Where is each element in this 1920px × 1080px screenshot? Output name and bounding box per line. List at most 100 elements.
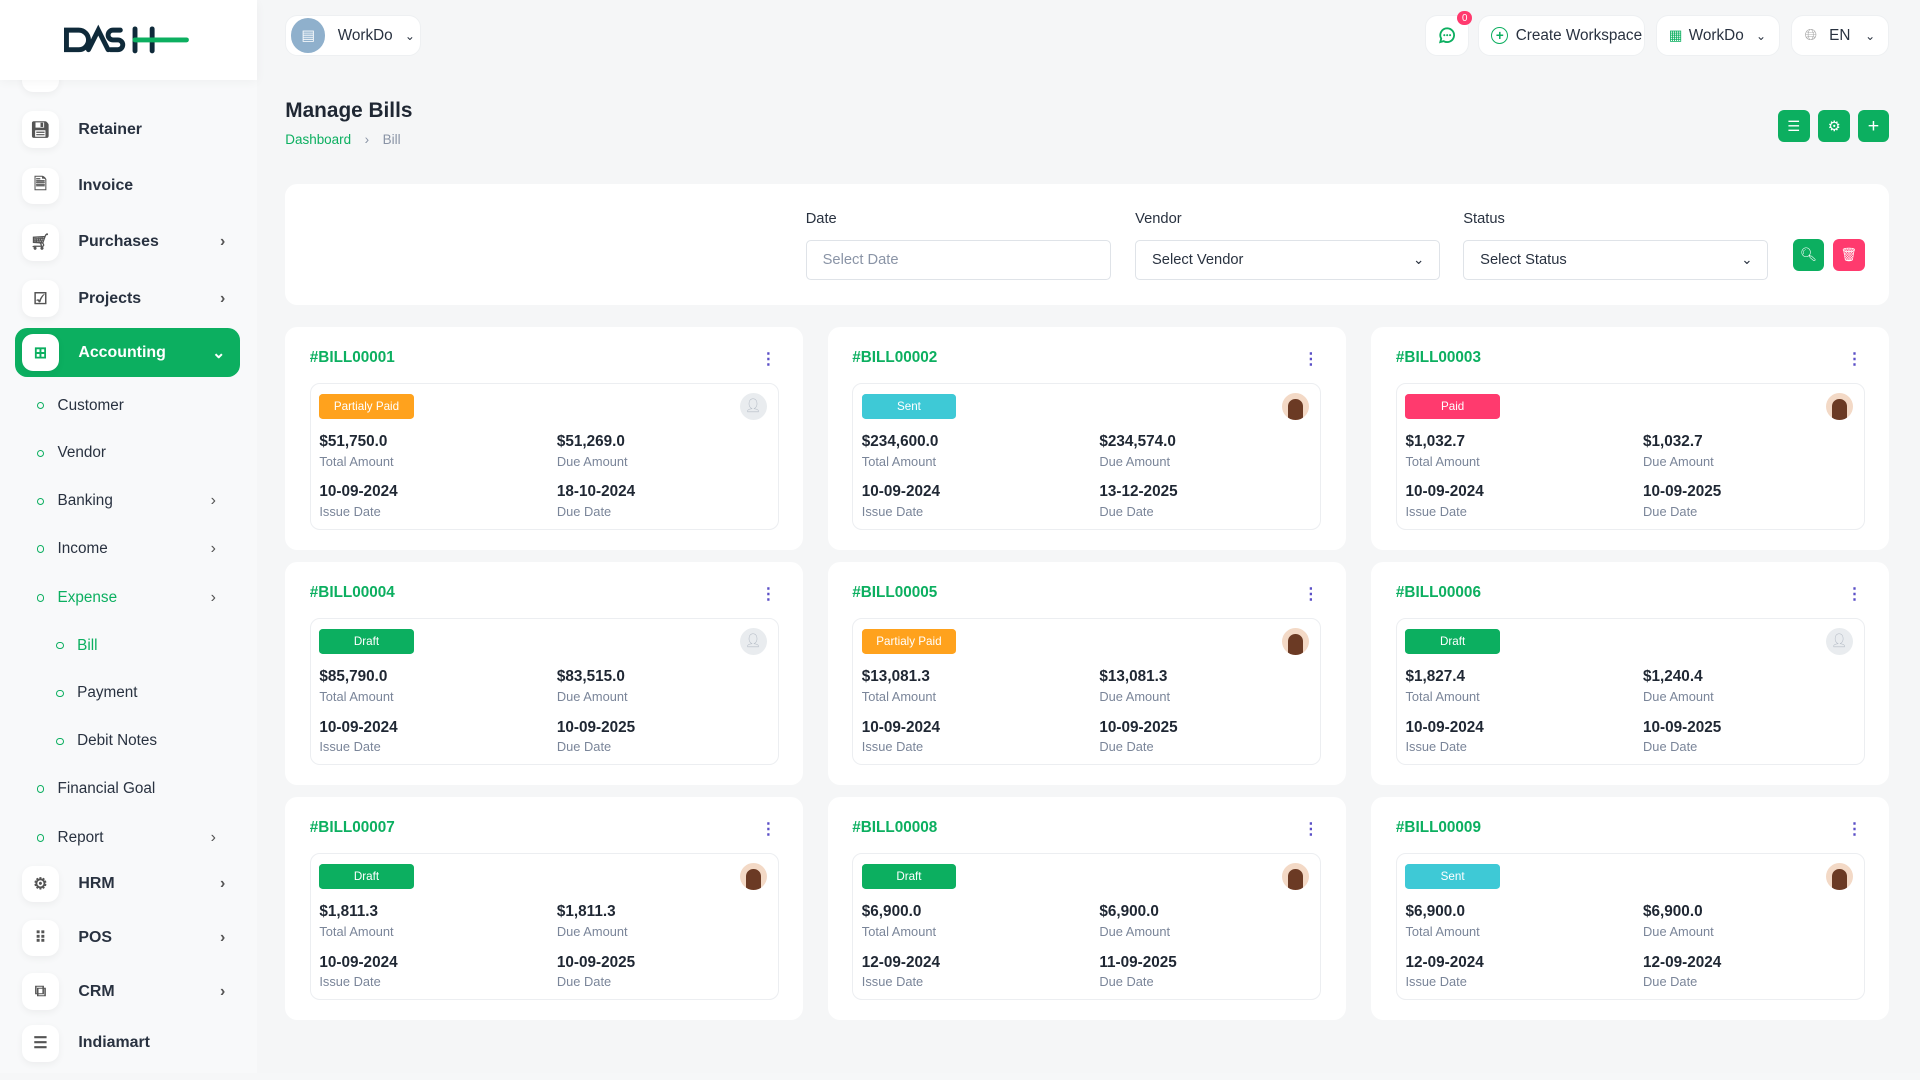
bill-id-link[interactable]: #BILL00004: [309, 584, 395, 602]
bill-id-link[interactable]: #BILL00009: [1395, 819, 1481, 837]
due-amount-value: $51,269.0: [556, 433, 625, 451]
sidebar-subitem-financial-goal[interactable]: Financial Goal: [36, 780, 233, 798]
sidebar-subitem-bill[interactable]: Bill: [56, 637, 98, 655]
sidebar-item-indiamart[interactable]: ☰ Indiamart: [15, 1019, 240, 1068]
status-badge: Partialy Paid: [861, 629, 957, 654]
list-icon: ☰: [1787, 118, 1801, 135]
sidebar-item-hrm[interactable]: ⚙ HRM ›: [15, 860, 240, 909]
subitem-label: Report: [57, 828, 104, 846]
more-vertical-icon[interactable]: ⋮: [760, 586, 777, 604]
sidebar-subitem-income[interactable]: Income ›: [36, 540, 233, 558]
sidebar-item-pos[interactable]: ⠿ POS ›: [15, 913, 240, 962]
sidebar-item-retainer[interactable]: 💾︎ Retainer: [15, 105, 240, 154]
issue-date-value: 10-09-2024: [861, 483, 941, 501]
gear-icon: ⚙: [1827, 118, 1841, 135]
more-vertical-icon[interactable]: ⋮: [760, 350, 777, 368]
sidebar-subitem-debit-notes[interactable]: Debit Notes: [56, 732, 157, 750]
add-bill-button[interactable]: +: [1857, 110, 1890, 143]
company-switcher[interactable]: ▦ WorkDo ⌄: [1655, 14, 1781, 57]
sidebar-item-label: Accounting: [78, 343, 166, 361]
vendor-select[interactable]: Select Vendor ⌄: [1135, 239, 1440, 281]
bill-id-link[interactable]: #BILL00005: [852, 584, 938, 602]
language-label: EN: [1829, 26, 1851, 44]
bill-details: Draft $6,900.0 Total Amount $6,900.0 Due…: [852, 853, 1322, 1001]
breadcrumb-separator-icon: ›: [364, 132, 370, 148]
more-vertical-icon[interactable]: ⋮: [760, 821, 777, 839]
sidebar-item-crm[interactable]: ⧉ CRM ›: [15, 967, 240, 1016]
issue-date-value: 10-09-2024: [1405, 718, 1484, 736]
issue-date-label: Issue Date: [861, 739, 924, 755]
sidebar-item-invoice[interactable]: 🗎 Invoice: [15, 162, 240, 211]
bullet-icon: [56, 642, 64, 650]
breadcrumb-dashboard[interactable]: Dashboard: [285, 132, 352, 148]
vendor-value: Select Vendor: [1152, 252, 1244, 269]
bill-id-link[interactable]: #BILL00008: [852, 819, 938, 837]
apps-icon: ▦: [1668, 28, 1683, 44]
due-date-label: Due Date: [556, 739, 612, 755]
bill-id-link[interactable]: #BILL00002: [852, 348, 938, 366]
sidebar-item-accounting[interactable]: ⊞ Accounting ⌄: [14, 328, 240, 378]
sidebar-subitem-expense[interactable]: Expense ›: [36, 588, 233, 607]
due-date-label: Due Date: [1643, 504, 1698, 520]
issue-date-label: Issue Date: [319, 739, 381, 755]
sidebar-item-label: CRM: [78, 982, 115, 1000]
bill-id-link[interactable]: #BILL00003: [1395, 348, 1481, 366]
bullet-icon: [36, 402, 45, 410]
sidebar-subitem-payment[interactable]: Payment: [56, 684, 138, 702]
messages-button[interactable]: 0: [1425, 10, 1473, 57]
default-avatar-icon: 👤︎: [739, 392, 767, 420]
list-view-button[interactable]: ☰: [1777, 110, 1810, 143]
sidebar-item-purchases[interactable]: 🛒︎ Purchases ›: [15, 218, 240, 267]
grid-dots-icon: ⠿: [22, 919, 59, 957]
bill-id-link[interactable]: #BILL00007: [309, 819, 395, 837]
due-amount-label: Due Amount: [556, 454, 628, 470]
bill-id-link[interactable]: #BILL00006: [1395, 584, 1481, 602]
create-workspace-button[interactable]: + Create Workspace: [1477, 14, 1645, 57]
sidebar-subitem-banking[interactable]: Banking ›: [36, 492, 233, 510]
issue-date-label: Issue Date: [861, 974, 924, 990]
sidebar-item-label: Indiamart: [78, 1034, 150, 1052]
workspace-icon: ▤: [291, 18, 326, 53]
status-select[interactable]: Select Status ⌄: [1463, 239, 1769, 281]
vendor-label: Vendor: [1135, 210, 1182, 227]
search-icon: 🔍︎: [1800, 246, 1818, 262]
sidebar-item-label: POS: [78, 928, 112, 946]
logo[interactable]: [0, 0, 258, 80]
more-vertical-icon[interactable]: ⋮: [1302, 821, 1319, 839]
more-vertical-icon[interactable]: ⋮: [1846, 350, 1863, 368]
sidebar-item-label: Purchases: [78, 233, 159, 251]
sidebar-subitem-vendor[interactable]: Vendor: [36, 444, 233, 462]
bill-card: #BILL00003 ⋮ Paid $1,032.7 Total Amount …: [1371, 326, 1890, 550]
subitem-label: Income: [57, 540, 108, 557]
search-button[interactable]: 🔍︎: [1792, 238, 1825, 271]
sidebar-item-projects[interactable]: ☑ Projects ›: [15, 274, 240, 323]
bill-card: #BILL00001 ⋮ Partialy Paid 👤︎ $51,750.0 …: [285, 326, 804, 550]
due-date-value: 13-12-2025: [1099, 483, 1178, 501]
settings-button[interactable]: ⚙: [1818, 110, 1851, 143]
sidebar-subitem-report[interactable]: Report ›: [36, 828, 233, 847]
total-amount-label: Total Amount: [319, 924, 394, 940]
checkbox-icon: ☑: [22, 280, 59, 318]
total-amount-value: $13,081.3: [861, 668, 930, 686]
date-input[interactable]: Select Date: [805, 239, 1111, 281]
language-switcher[interactable]: 🌐︎ EN ⌄: [1791, 14, 1890, 57]
bill-id-link[interactable]: #BILL00001: [309, 348, 395, 366]
chevron-right-icon: ›: [219, 233, 226, 251]
due-date-value: 10-09-2025: [556, 953, 636, 971]
sidebar-subitem-customer[interactable]: Customer: [36, 397, 233, 415]
workspace-switcher[interactable]: ▤ WorkDo ⌄: [285, 14, 422, 57]
sidebar-item-label: Retainer: [78, 120, 142, 138]
issue-date-label: Issue Date: [1405, 739, 1467, 755]
cart-icon: 🛒︎: [22, 224, 59, 261]
reset-button[interactable]: 🗑︎: [1833, 238, 1865, 271]
due-amount-label: Due Amount: [1099, 454, 1171, 470]
status-badge: Draft: [861, 864, 957, 889]
more-vertical-icon[interactable]: ⋮: [1302, 350, 1319, 368]
more-vertical-icon[interactable]: ⋮: [1302, 586, 1319, 604]
status-badge: Sent: [861, 394, 957, 419]
chevron-right-icon: ›: [210, 540, 216, 557]
subitem-label: Expense: [57, 588, 118, 606]
more-vertical-icon[interactable]: ⋮: [1846, 586, 1863, 604]
more-vertical-icon[interactable]: ⋮: [1846, 821, 1863, 839]
save-icon: 💾︎: [22, 111, 59, 149]
